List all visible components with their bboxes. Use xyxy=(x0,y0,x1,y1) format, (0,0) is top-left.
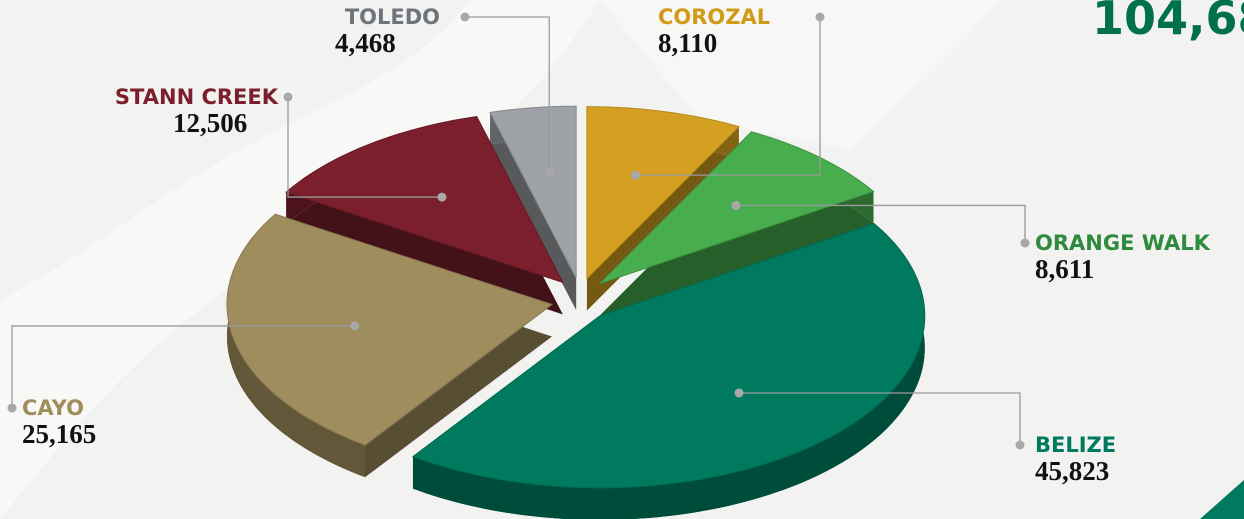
total-label: 104,68 xyxy=(1092,0,1244,45)
leader-dot xyxy=(630,170,640,180)
category-label: STANN CREEK xyxy=(115,85,279,109)
leader-dot xyxy=(815,12,825,22)
slice xyxy=(489,105,577,279)
category-label: CAYO xyxy=(22,396,84,420)
slice-wall xyxy=(226,214,366,478)
leader-dot xyxy=(1020,238,1030,248)
leader-dot xyxy=(7,403,17,413)
leader-dot xyxy=(437,192,447,202)
leader-dot xyxy=(734,388,744,398)
leader-dot xyxy=(283,92,293,102)
value-label: 4,468 xyxy=(335,28,396,58)
leader-line xyxy=(11,325,355,408)
leader-dot xyxy=(731,200,741,210)
value-label: 45,823 xyxy=(1035,456,1109,486)
leader-line xyxy=(287,97,442,198)
category-label: BELIZE xyxy=(1035,433,1116,457)
leader-line xyxy=(736,204,1026,243)
slice xyxy=(285,115,564,284)
category-label: TOLEDO xyxy=(345,5,440,29)
leader-dot xyxy=(460,12,470,22)
slice xyxy=(226,213,554,446)
leader-dot xyxy=(1015,440,1025,450)
leader-line xyxy=(738,392,1021,445)
leader-line xyxy=(465,16,550,173)
leader-dot xyxy=(350,321,360,331)
category-label: COROZAL xyxy=(658,5,770,29)
value-label: 8,110 xyxy=(658,28,717,58)
leader-line xyxy=(635,17,821,176)
leaders xyxy=(7,12,1030,450)
value-label: 8,611 xyxy=(1035,254,1094,284)
slice-wall xyxy=(412,223,925,519)
category-label: ORANGE WALK xyxy=(1035,231,1211,255)
leader-dot xyxy=(544,168,554,178)
slice xyxy=(586,106,740,280)
value-label: 25,165 xyxy=(22,419,96,449)
value-label: 12,506 xyxy=(173,108,247,138)
slice xyxy=(411,222,926,489)
